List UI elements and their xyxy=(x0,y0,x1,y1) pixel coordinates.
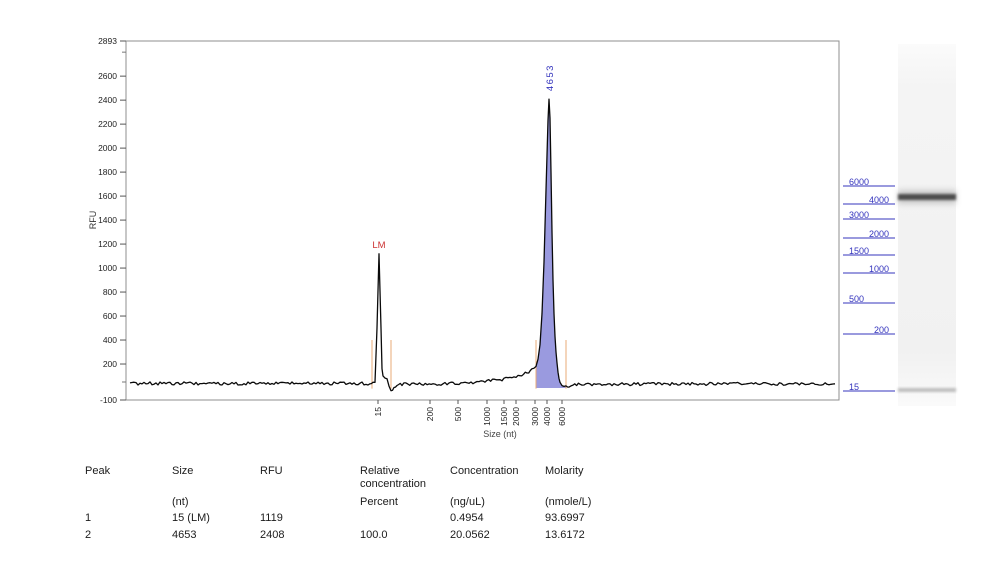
y-tick-label: 2200 xyxy=(98,119,117,129)
peak-table-header-row: Peak Size RFU Relative concentration Con… xyxy=(85,465,637,495)
peak-size: 4653 xyxy=(172,529,197,541)
gel-ladder-label: 6000 xyxy=(849,177,869,187)
peak-molarity: 93.6997 xyxy=(545,512,585,524)
x-axis: 15 200 500 1000 1500 2000 3000 4000 6000 Size (nt… xyxy=(373,400,567,439)
gel-ladder-label: 4000 xyxy=(869,195,889,205)
peak-relative-concentration: 100.0 xyxy=(360,529,388,541)
col-header-peak: Peak xyxy=(85,465,111,477)
unit-molarity: (nmole/L) xyxy=(545,496,592,508)
unit-concentration: (ng/uL) xyxy=(450,496,485,508)
y-tick-label: 1600 xyxy=(98,191,117,201)
gel-ladder-label: 15 xyxy=(849,382,859,392)
y-axis: 2893 2600 2400 2200 2000 1800 1600 1400 1200 1000… xyxy=(88,36,126,405)
x-tick-label: 200 xyxy=(425,407,435,421)
y-tick-label: 2400 xyxy=(98,95,117,105)
peak-region-markers xyxy=(371,340,567,389)
gel-ladder-label: 1000 xyxy=(869,264,889,274)
x-tick-label: 1000 xyxy=(482,407,492,426)
y-axis-title: RFU xyxy=(88,211,98,230)
y-tick-label: 2000 xyxy=(98,143,117,153)
y-tick-label: 400 xyxy=(103,335,117,345)
x-tick-label: 1500 xyxy=(499,407,509,426)
peak-table: Peak Size RFU Relative concentration Con… xyxy=(85,465,637,546)
peak-table-row: 2 4653 2408 100.0 20.0562 13.6172 xyxy=(85,529,637,546)
x-tick-label: 3000 xyxy=(530,407,540,426)
plot-frame xyxy=(125,40,840,401)
unit-relative-concentration: Percent xyxy=(360,496,398,508)
gel-band xyxy=(898,194,956,200)
x-tick-label: 4000 xyxy=(542,407,552,426)
peak-number: 2 xyxy=(85,529,92,541)
y-tick-label: 1800 xyxy=(98,167,117,177)
y-tick-label: 2893 xyxy=(98,36,117,46)
y-tick-label: 1400 xyxy=(98,215,117,225)
y-tick-label: -100 xyxy=(100,395,117,405)
col-header-rfu: RFU xyxy=(260,465,283,477)
gel-ladder-label: 3000 xyxy=(849,210,869,220)
peak-rfu: 1119 xyxy=(260,512,283,524)
x-tick-label: 500 xyxy=(453,407,463,421)
x-tick-label: 2000 xyxy=(511,407,521,426)
y-tick-label: 800 xyxy=(103,287,117,297)
gel-ladder-label: 1500 xyxy=(849,246,869,256)
x-tick-label: 15 xyxy=(373,407,383,417)
col-header-concentration: Concentration xyxy=(450,465,519,477)
gel-ladder-label: 200 xyxy=(874,325,889,335)
y-tick-label: 200 xyxy=(103,359,117,369)
unit-peak xyxy=(85,496,172,512)
peak-table-units-row: (nt) Percent (ng/uL) (nmole/L) xyxy=(85,496,637,512)
y-tick-label: 2600 xyxy=(98,71,117,81)
peak-table-row: 1 15 (LM) 1119 0.4954 93.6997 xyxy=(85,512,637,529)
x-axis-title: Size (nt) xyxy=(483,429,517,439)
lower-marker-label: LM xyxy=(372,240,385,251)
col-header-relative-concentration: Relative concentration xyxy=(360,465,427,491)
unit-size: (nt) xyxy=(172,496,189,508)
peak-fill xyxy=(536,99,566,388)
peak-rfu: 2408 xyxy=(260,529,285,541)
peak-size-label: 4653 xyxy=(545,64,556,91)
peak-number: 1 xyxy=(85,512,92,524)
peak-concentration: 20.0562 xyxy=(450,529,490,541)
peak-concentration: 0.4954 xyxy=(450,512,484,524)
peak-size: 15 (LM) xyxy=(172,512,210,524)
y-tick-label: 1200 xyxy=(98,239,117,249)
col-header-molarity: Molarity xyxy=(545,465,584,477)
electropherogram-chart: 2893 2600 2400 2200 2000 1800 1600 1400 1200 1000… xyxy=(88,36,956,439)
gel-lane-strip xyxy=(898,44,956,406)
x-tick-label: 6000 xyxy=(557,407,567,426)
gel-lane xyxy=(898,44,956,406)
signal-trace xyxy=(129,98,836,392)
y-tick-label: 1000 xyxy=(98,263,117,273)
col-header-size: Size xyxy=(172,465,194,477)
gel-ladder-label: 500 xyxy=(849,294,864,304)
gel-ladder-label: 2000 xyxy=(869,229,889,239)
peak-relative-concentration xyxy=(360,512,450,529)
gel-band xyxy=(898,388,956,392)
y-tick-label: 600 xyxy=(103,311,117,321)
peak-molarity: 13.6172 xyxy=(545,529,585,541)
unit-rfu xyxy=(260,496,360,512)
